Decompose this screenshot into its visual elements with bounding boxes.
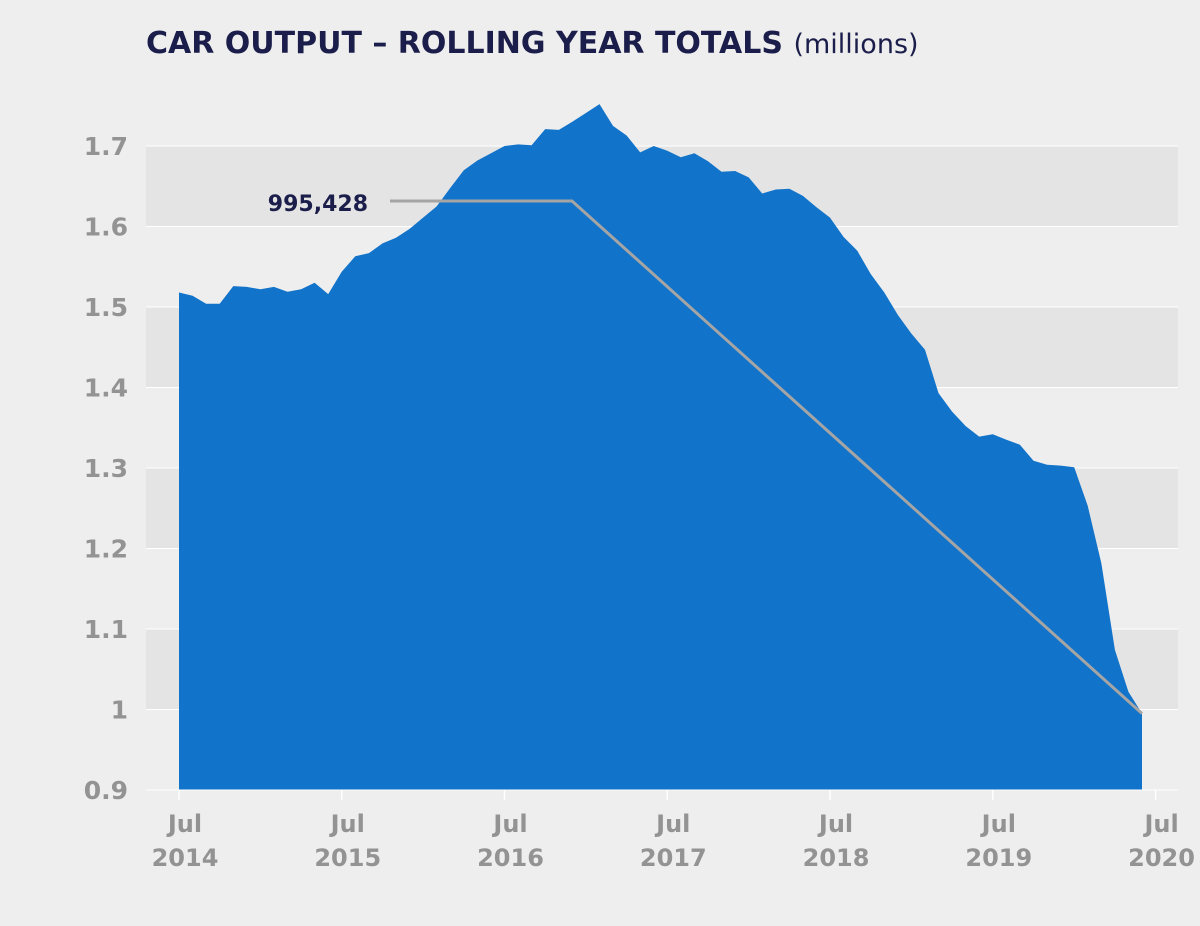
area-series — [179, 104, 1142, 791]
y-tick-label: 1.7 — [84, 132, 128, 161]
x-tick-year: 2014 — [152, 844, 219, 872]
y-tick-label: 1.3 — [84, 454, 128, 483]
chart-subtitle: (millions) — [793, 29, 919, 60]
y-tick-label: 1.4 — [84, 374, 128, 403]
x-tick-year: 2019 — [965, 844, 1032, 872]
y-tick-label: 1.5 — [84, 293, 128, 322]
annotation-connector — [390, 199, 1144, 715]
y-tick-label: 1.1 — [84, 615, 128, 644]
chart-title: CAR OUTPUT – ROLLING YEAR TOTALS (millio… — [146, 26, 919, 61]
x-tick-year: 2018 — [803, 844, 870, 872]
x-tick-month: Jul — [817, 810, 853, 838]
x-tick-month: Jul — [980, 810, 1016, 838]
y-tick-label: 1 — [111, 696, 128, 725]
x-tick-month: Jul — [166, 810, 202, 838]
x-tick-month: Jul — [491, 810, 527, 838]
annotation-label: 995,428 — [268, 192, 368, 217]
y-tick-label: 0.9 — [84, 776, 128, 805]
x-tick-month: Jul — [654, 810, 690, 838]
y-tick-label: 1.6 — [84, 213, 128, 242]
x-tick-year: 2016 — [477, 844, 544, 872]
x-tick-year: 2015 — [314, 844, 381, 872]
x-tick-month: Jul — [329, 810, 365, 838]
x-tick-year: 2020 — [1128, 844, 1195, 872]
y-tick-label: 1.2 — [84, 535, 128, 564]
x-tick-year: 2017 — [640, 844, 707, 872]
chart-title-main: CAR OUTPUT – ROLLING YEAR TOTALS — [146, 26, 784, 61]
x-tick-month: Jul — [1142, 810, 1178, 838]
